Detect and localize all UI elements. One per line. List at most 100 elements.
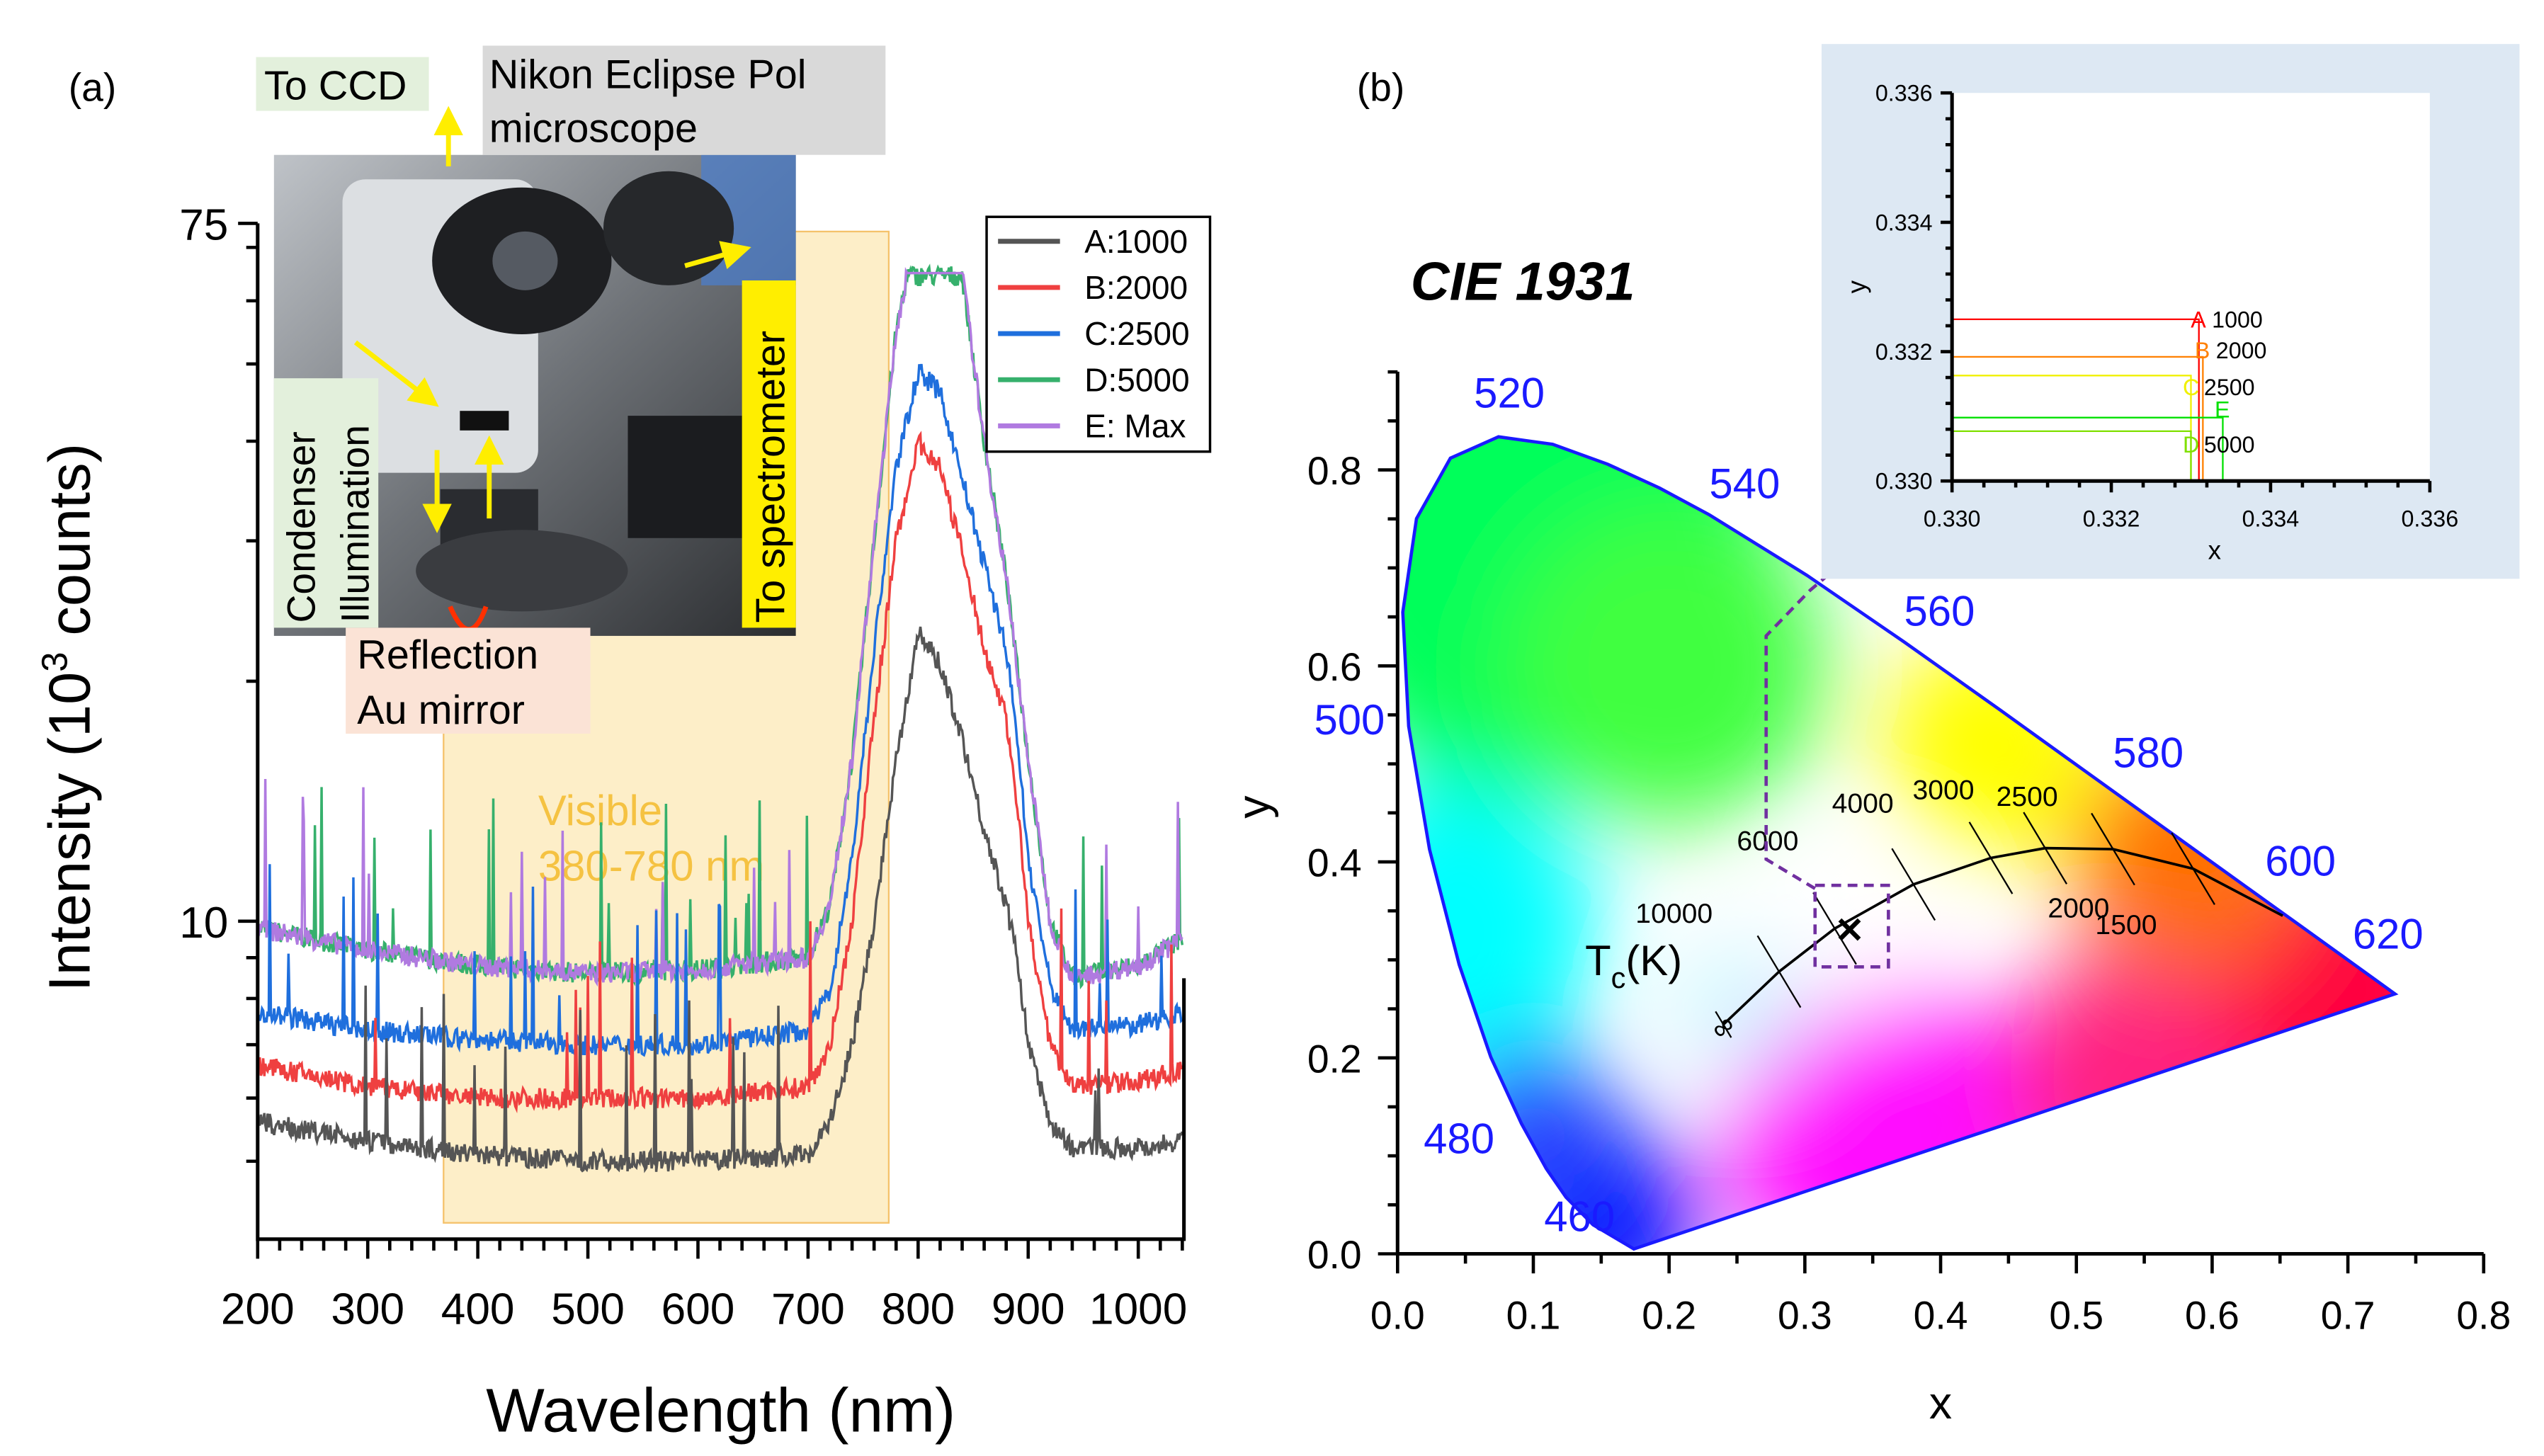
- wavelength-label-500: 500: [1314, 696, 1385, 744]
- spectral-locus: [1401, 435, 2399, 1251]
- planck-label-10000: 10000: [1635, 899, 1713, 929]
- color-region: [1766, 851, 1926, 1011]
- microscope-label-1: Nikon Eclipse Pol: [489, 52, 807, 97]
- spectra-series: [257, 263, 1184, 1173]
- spectrometer-box: [742, 280, 796, 628]
- microscope-box: [482, 45, 886, 155]
- inset-guide-E: [1952, 416, 2224, 482]
- panel-a-label: (a): [69, 66, 117, 110]
- planck-label-1500: 1500: [2095, 910, 2157, 940]
- reflection-box: [346, 627, 591, 734]
- legend-label: A:1000: [1084, 223, 1188, 260]
- inset-x-tick-label: 0.336: [2401, 506, 2458, 532]
- xtick-label-900: 900: [992, 1285, 1065, 1334]
- inset-point-value-B: 2000: [2216, 338, 2267, 363]
- xtick-labels-a: 200 300 400 500 600 700 800 900 1000: [221, 1285, 1187, 1334]
- isotemperature-lines: [1715, 812, 2215, 1038]
- y-label-tail: counts): [37, 443, 103, 652]
- ticks-a: [238, 222, 1184, 1259]
- tc-sub: c: [1611, 961, 1626, 994]
- planck-label-4000: 4000: [1832, 789, 1894, 819]
- to-ccd-label: To CCD: [264, 63, 407, 108]
- cie-title: CIE 1931: [1411, 252, 1635, 312]
- color-region: [1880, 630, 2109, 859]
- ytick-10: 10: [179, 899, 228, 948]
- wavelength-label-560: 560: [1904, 587, 1975, 635]
- planck-label-3000: 3000: [1912, 775, 1974, 806]
- x-tick-label-b: 0.1: [1506, 1293, 1561, 1337]
- color-region: [1668, 940, 1806, 1078]
- x-axis-label-a: Wavelength (nm): [486, 1375, 955, 1445]
- legend-label: C:2500: [1084, 315, 1189, 352]
- stage: [416, 530, 628, 612]
- inset-guide-A: [1952, 318, 2200, 482]
- inset-guide-D: [1952, 430, 2192, 482]
- isotemperature-line: [2023, 812, 2068, 885]
- keyboard: [628, 416, 751, 538]
- xtick-label-400: 400: [441, 1285, 515, 1334]
- series-line-b: [257, 431, 1183, 1114]
- x-tick-label-b: 0.5: [2049, 1293, 2103, 1337]
- inset-point-letter-B: B: [2195, 338, 2210, 363]
- planck-label-2000: 2000: [2048, 894, 2109, 924]
- inset-y-tick-label: 0.336: [1875, 81, 1933, 106]
- inset-point-value-A: 1000: [2212, 307, 2263, 332]
- y-tick-label-b: 0.2: [1307, 1037, 1362, 1081]
- au-mirror-label: Au mirror: [357, 688, 525, 733]
- isotemperature-line: [1715, 1011, 1732, 1038]
- to-ccd-box: [256, 57, 429, 111]
- color-region: [1509, 506, 1829, 826]
- legend-a: A:1000 B:2000 C:2500 D:5000 E: Max: [985, 215, 1212, 453]
- y-tick-label-b: 0.8: [1307, 449, 1362, 493]
- measured-point-marker: ✕: [1834, 910, 1864, 950]
- legend-label: E: Max: [1084, 407, 1186, 444]
- y-axis-label-a: Intensity (103 counts): [34, 443, 102, 991]
- inset-point-value-C: 2500: [2204, 375, 2255, 400]
- wavelength-labels: 460 480 500 520 540 560 580 600 620: [1314, 369, 2423, 1240]
- condenser-box: [273, 378, 379, 628]
- isotemperature-line: [2091, 812, 2135, 886]
- y-label-main: Intensity (10: [37, 672, 103, 991]
- planck-label-2500: 2500: [1997, 782, 2058, 812]
- tc-unit: (K): [1625, 937, 1682, 984]
- isotemperature-line: [2171, 832, 2215, 905]
- inset-y-label: y: [1842, 280, 1871, 293]
- wavelength-label-540: 540: [1709, 460, 1780, 508]
- x-tick-label-b: 0.8: [2456, 1293, 2511, 1337]
- measured-points: ✕: [1834, 910, 1864, 950]
- y-tick-label-b: 0.4: [1307, 841, 1362, 885]
- x-tick-label-b: 0.6: [2185, 1293, 2239, 1337]
- y-tick-label-b: 0.6: [1307, 645, 1362, 689]
- inset-point-letter-A: A: [2191, 307, 2206, 332]
- zoom-arrow: [1764, 556, 1851, 890]
- xtick-label-200: 200: [221, 1285, 295, 1334]
- reflection-label: Reflection: [357, 632, 538, 678]
- zoom-region-box: [1813, 883, 1890, 969]
- y-tick-label-b: 0.0: [1307, 1233, 1362, 1277]
- x-tick-label-b: 0.2: [1642, 1293, 1696, 1337]
- condenser-label: Condenser: [279, 431, 323, 622]
- arrow-illumination: [353, 340, 439, 407]
- panel-a: (a) Visible 380-780 nm 75 10 200 300 400 50…: [34, 45, 1212, 1445]
- wavelength-label-480: 480: [1424, 1115, 1494, 1162]
- x-tick-label-b: 0.3: [1778, 1293, 1832, 1337]
- inset-y-tick-label: 0.334: [1875, 210, 1933, 235]
- visible-range-label: 380-780 nm: [538, 842, 764, 889]
- inset-point-value-D: 5000: [2204, 432, 2255, 457]
- tc-label: Tc(K): [1585, 937, 1682, 994]
- ytick-75: 75: [179, 200, 228, 249]
- wavelength-label-620: 620: [2353, 910, 2424, 957]
- eyepiece-lens: [492, 231, 558, 290]
- inset-x-tick-label: 0.332: [2083, 506, 2140, 532]
- inset-x-tick-label: 0.330: [1924, 506, 1981, 532]
- legend-label: D:5000: [1084, 361, 1189, 398]
- arrow-to-spectrometer: [684, 241, 751, 270]
- inset-x-tick-label: 0.334: [2242, 506, 2300, 532]
- ticks-b: 0.0 0.1 0.2 0.3 0.4 0.5 0.6 0.7 0.8 0.0 0.2 0.4 0.6 0…: [1307, 370, 2511, 1337]
- series-line-a: [257, 626, 1183, 1173]
- inset-y-tick-label: 0.332: [1875, 339, 1933, 365]
- isotemperature-line: [1756, 935, 1802, 1008]
- isotemperature-line: [1891, 848, 1936, 921]
